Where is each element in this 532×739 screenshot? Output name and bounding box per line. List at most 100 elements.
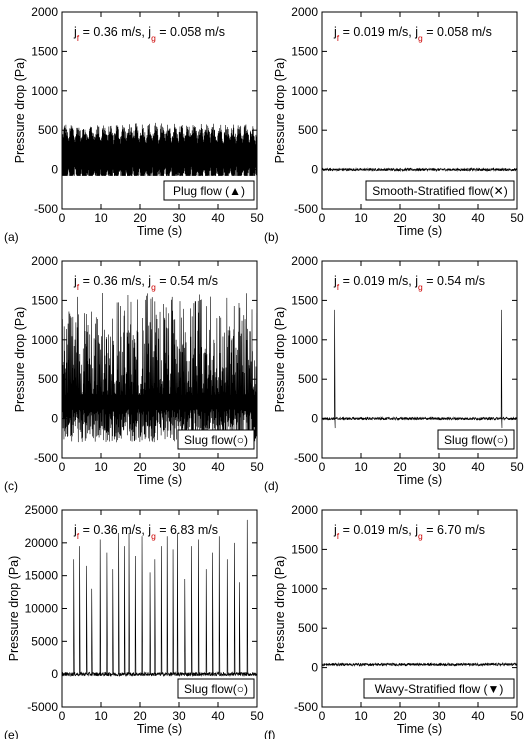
x-tick-label: 10	[354, 460, 368, 474]
x-tick-label: 20	[393, 709, 407, 723]
y-tick-label: 1500	[291, 293, 318, 307]
y-tick-label: 1000	[31, 84, 58, 98]
y-tick-label: 0	[51, 163, 58, 177]
y-tick-label: 1000	[291, 582, 318, 596]
y-tick-label: 0	[311, 163, 318, 177]
x-axis-label: Time (s)	[397, 473, 442, 487]
y-axis-label: Pressure drop (Pa)	[273, 307, 287, 413]
x-tick-label: 40	[211, 709, 225, 723]
x-tick-label: 30	[172, 211, 186, 225]
y-tick-label: -500	[34, 202, 58, 216]
y-tick-label: 1500	[31, 293, 58, 307]
x-tick-label: 10	[354, 211, 368, 225]
y-tick-label: 1500	[31, 44, 58, 58]
flow-condition-annotation: jf = 0.019 m/s, jg = 6.70 m/s	[333, 523, 485, 541]
x-tick-label: 40	[471, 709, 485, 723]
x-tick-label: 20	[393, 460, 407, 474]
legend-label: Slug flow(○)	[184, 682, 248, 696]
panel-label: (f)	[264, 728, 275, 739]
y-tick-label: 500	[38, 123, 58, 137]
x-tick-label: 40	[211, 460, 225, 474]
x-tick-label: 40	[471, 211, 485, 225]
flow-condition-annotation: jf = 0.36 m/s, jg = 6.83 m/s	[73, 523, 218, 541]
y-tick-label: 2000	[31, 5, 58, 19]
y-axis-label: Pressure drop (Pa)	[7, 556, 21, 662]
y-tick-label: 1000	[31, 333, 58, 347]
x-tick-label: 20	[133, 211, 147, 225]
panel-label: (b)	[264, 230, 279, 244]
data-series-line	[61, 122, 258, 176]
x-tick-label: 50	[250, 460, 264, 474]
x-tick-label: 50	[510, 211, 524, 225]
legend-box	[437, 429, 515, 450]
x-tick-label: 50	[510, 709, 524, 723]
y-tick-label: 0	[311, 412, 318, 426]
y-axis-label: Pressure drop (Pa)	[273, 58, 287, 164]
y-tick-label: 0	[51, 412, 58, 426]
flow-condition-annotation: jf = 0.36 m/s, jg = 0.54 m/s	[73, 274, 218, 292]
panel-label: (c)	[4, 479, 18, 493]
y-tick-label: 2000	[291, 254, 318, 268]
y-tick-label: 5000	[31, 634, 58, 648]
x-tick-label: 50	[250, 709, 264, 723]
x-axis-label: Time (s)	[397, 224, 442, 238]
panel-label: (a)	[4, 230, 19, 244]
y-tick-label: -500	[294, 202, 318, 216]
x-tick-label: 50	[510, 460, 524, 474]
x-axis-label: Time (s)	[397, 722, 442, 736]
data-series-line	[321, 309, 518, 429]
y-axis-label: Pressure drop (Pa)	[273, 556, 287, 662]
x-tick-label: 20	[393, 211, 407, 225]
x-axis-label: Time (s)	[137, 722, 182, 736]
x-tick-label: 40	[471, 460, 485, 474]
y-tick-label: 500	[298, 123, 318, 137]
legend-label: Smooth-Stratified flow(✕)	[372, 184, 507, 198]
x-axis-label: Time (s)	[137, 473, 182, 487]
y-tick-label: 500	[38, 372, 58, 386]
data-series-line	[321, 661, 518, 667]
x-tick-label: 10	[354, 709, 368, 723]
y-tick-label: 10000	[25, 602, 59, 616]
x-tick-label: 10	[94, 709, 108, 723]
y-tick-label: 1000	[291, 84, 318, 98]
x-tick-label: 0	[59, 460, 66, 474]
y-tick-label: 15000	[25, 569, 59, 583]
y-tick-label: 1000	[291, 333, 318, 347]
y-tick-label: -500	[294, 451, 318, 465]
legend-label: Plug flow (▲)	[173, 184, 245, 198]
y-tick-label: 2000	[291, 503, 318, 517]
y-tick-label: 25000	[25, 503, 59, 517]
data-series-line	[61, 519, 258, 678]
flow-condition-annotation: jf = 0.019 m/s, jg = 0.058 m/s	[333, 25, 492, 43]
x-tick-label: 10	[94, 211, 108, 225]
y-tick-label: 500	[298, 372, 318, 386]
flow-condition-annotation: jf = 0.36 m/s, jg = 0.058 m/s	[73, 25, 225, 43]
y-tick-label: 1500	[291, 542, 318, 556]
plot-frame	[321, 11, 518, 210]
plot-frame	[61, 11, 258, 210]
y-tick-label: 20000	[25, 536, 59, 550]
legend-box	[363, 678, 515, 699]
y-tick-label: 500	[298, 621, 318, 635]
legend-box	[177, 678, 255, 699]
y-tick-label: 2000	[291, 5, 318, 19]
plot-frame	[321, 260, 518, 459]
legend-box	[177, 429, 255, 450]
legend-box	[365, 180, 515, 201]
x-tick-label: 30	[432, 460, 446, 474]
x-tick-label: 20	[133, 460, 147, 474]
y-tick-label: 0	[311, 661, 318, 675]
y-tick-label: 2000	[31, 254, 58, 268]
data-series-line	[61, 292, 258, 443]
x-tick-label: 20	[133, 709, 147, 723]
x-tick-label: 0	[319, 211, 326, 225]
x-tick-label: 30	[172, 709, 186, 723]
legend-label: Slug flow(○)	[184, 433, 248, 447]
